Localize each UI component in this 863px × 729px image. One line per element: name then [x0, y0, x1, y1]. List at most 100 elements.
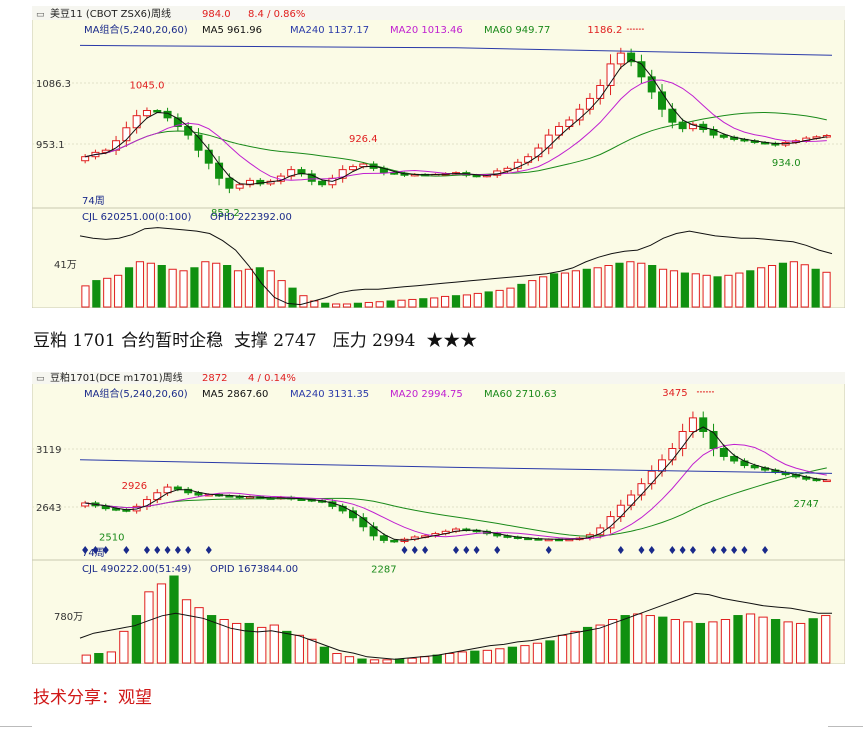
candle-body [647, 470, 656, 485]
signal-marker [617, 546, 624, 554]
candle-body [627, 52, 636, 63]
y-tick-label: 1086.3 [36, 79, 71, 90]
title-bar [32, 372, 845, 384]
candle-body [637, 61, 646, 78]
ma60-line [85, 467, 827, 537]
soybean-weekly-chart: ▭ 美豆11 (CBOT ZSX6)周线 984.0 8.4 / 0.86% MA组合(… [32, 6, 845, 308]
volume-bar [683, 621, 693, 664]
candle-body [719, 448, 728, 457]
volume-bar [615, 262, 624, 308]
volume-bar [233, 270, 243, 308]
volume-bar [353, 302, 363, 308]
candle-body [173, 117, 182, 127]
candle-body [627, 494, 636, 506]
signal-marker [123, 546, 130, 554]
signal-marker [422, 546, 429, 554]
volume-y-label: 780万 [54, 612, 83, 623]
candle-body [637, 483, 646, 496]
volume-bar [255, 267, 264, 308]
volume-bar [146, 262, 155, 308]
candle-body [616, 504, 625, 518]
volume-bar [733, 615, 743, 664]
volume-bar [560, 272, 570, 308]
ma60-line [85, 111, 827, 177]
volume-bar [369, 659, 380, 664]
volume-bar [179, 270, 188, 308]
candle-body [153, 110, 162, 113]
volume-bar [131, 615, 142, 664]
ma60-label: MA60 949.77 [484, 25, 550, 36]
volume-bar [382, 659, 392, 664]
volume-bar [420, 656, 430, 664]
signal-marker [154, 546, 161, 554]
volume-bar [288, 287, 297, 308]
candle-body [822, 479, 831, 483]
candle-body [596, 84, 605, 99]
volume-bar [364, 301, 373, 308]
plot-background [32, 372, 845, 664]
candle-body [142, 110, 151, 117]
volume-bar [757, 267, 766, 308]
volume-bar [451, 295, 461, 308]
volume-y-label: 41万 [54, 260, 77, 271]
signal-marker [92, 546, 99, 554]
signal-marker [411, 546, 418, 554]
candle-body [472, 174, 481, 178]
signal-marker [185, 546, 192, 554]
y-tick-label: 953.1 [36, 140, 65, 151]
candle-body [318, 180, 327, 186]
volume-bar [319, 646, 330, 664]
ma240-line [79, 459, 833, 474]
volume-bar [432, 654, 442, 664]
volume-bar [332, 303, 341, 308]
signal-marker [205, 546, 212, 554]
signal-marker [731, 546, 738, 554]
volume-bar [604, 265, 613, 308]
volume-bar [557, 634, 568, 664]
price-annotation: 2747 [794, 499, 819, 510]
volume-bar [206, 615, 217, 664]
price-change: 4 / 0.14% [248, 373, 296, 384]
candle-body [544, 134, 553, 149]
volume-bar [332, 653, 342, 664]
volume-bar [620, 615, 630, 664]
candle-body [555, 125, 564, 136]
price-annotation: 934.0 [772, 158, 801, 169]
volume-bar [800, 264, 809, 308]
candle-body [668, 108, 677, 123]
opid-line [79, 592, 832, 660]
ma240-label: MA240 3131.35 [290, 389, 369, 400]
volume-bar [194, 607, 204, 664]
volume-bar [796, 622, 806, 664]
price-annotation: 1186.2 [587, 25, 622, 36]
volume-bar [595, 624, 605, 664]
candle-body [307, 173, 316, 182]
volume-bar [344, 656, 355, 664]
volume-bar [244, 622, 254, 664]
candle-body [678, 430, 687, 450]
candle-body [338, 169, 347, 179]
volume-bar [181, 599, 192, 664]
volume-bar [232, 622, 242, 664]
signal-marker [720, 546, 727, 554]
ma-group-label: MA组合(5,240,20,60) [84, 23, 188, 36]
ma-group-label: MA组合(5,240,20,60) [84, 387, 188, 400]
signal-marker [102, 546, 109, 554]
signal-marker [689, 546, 696, 554]
volume-bar [695, 622, 706, 664]
volume-bar [691, 273, 700, 308]
candle-body [822, 135, 831, 138]
volume-bar [94, 653, 104, 664]
chart-svg: ▭ 美豆11 (CBOT ZSX6)周线 984.0 8.4 / 0.86% MA组合(… [32, 6, 845, 308]
volume-bar [408, 298, 417, 308]
ma20-line [85, 443, 827, 540]
volume-bar [770, 619, 781, 664]
volume-bar [506, 287, 515, 308]
signal-marker [648, 546, 655, 554]
candle-body [616, 52, 625, 65]
volume-bar [375, 301, 384, 308]
opid-label: OPID 222392.00 [210, 212, 292, 223]
price-annotation: 2926 [122, 481, 147, 492]
volume-bar [342, 303, 352, 308]
price-annotation: 2510 [99, 533, 124, 544]
